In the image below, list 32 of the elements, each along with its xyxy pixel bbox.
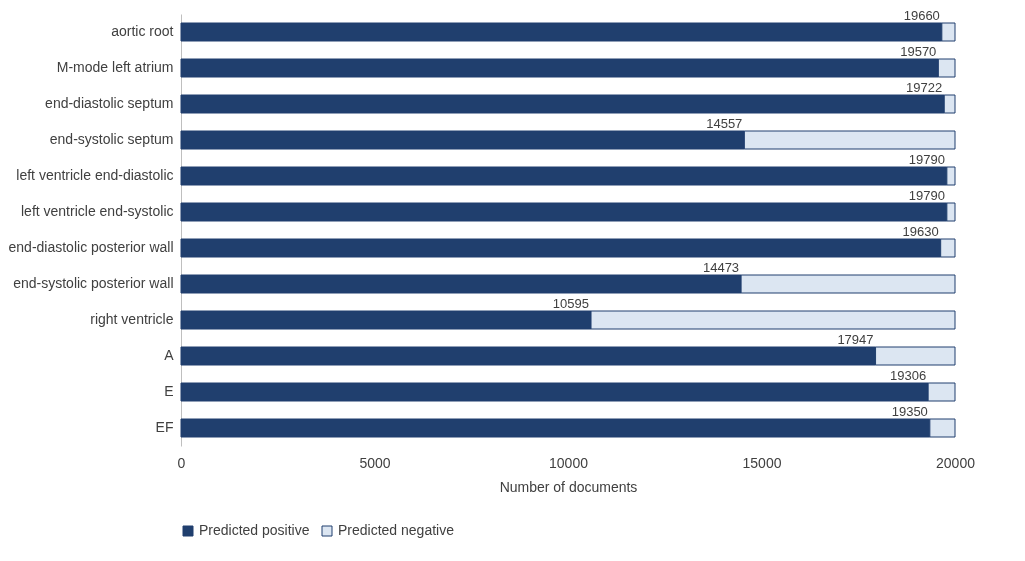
y-tick-label: left ventricle end-diastolic <box>16 167 174 183</box>
x-tick-label: 5000 <box>359 454 391 471</box>
y-tick-label: A <box>164 347 175 363</box>
y-tick-label: E <box>164 383 174 399</box>
data-label: 14473 <box>702 260 740 275</box>
y-tick-label: end-diastolic posterior wall <box>8 239 174 255</box>
y-tick-label: end-systolic septum <box>49 131 174 147</box>
y-tick-label: aortic root <box>111 23 174 39</box>
x-tick-label: 15000 <box>742 454 782 471</box>
data-label: 19722 <box>906 80 943 95</box>
y-tick-label: end-systolic posterior wall <box>13 275 174 291</box>
y-tick-label: M-mode left atrium <box>56 59 174 75</box>
y-tick-label: right ventricle <box>90 311 174 327</box>
x-axis-title: Number of documents <box>499 478 638 495</box>
data-label: 19350 <box>891 404 928 419</box>
data-label: 19790 <box>908 152 945 167</box>
x-tick-label: 10000 <box>549 454 589 471</box>
legend-label: Predicted positive <box>199 522 310 538</box>
data-label: 19790 <box>908 188 945 203</box>
legend-label: Predicted negative <box>338 522 455 538</box>
data-label: 19570 <box>900 44 937 59</box>
data-label: 14557 <box>706 116 743 131</box>
y-tick-label: end-diastolic septum <box>45 95 174 111</box>
x-tick-label: 20000 <box>936 454 976 471</box>
data-label: 19630 <box>902 224 939 239</box>
x-tick-label: 0 <box>177 454 186 471</box>
data-label: 17947 <box>837 332 874 347</box>
data-label: 19660 <box>903 8 940 23</box>
data-label: 19306 <box>889 368 927 383</box>
y-tick-label: EF <box>155 419 174 435</box>
y-tick-label: left ventricle end-systolic <box>20 203 174 219</box>
data-label: 10595 <box>552 296 590 311</box>
